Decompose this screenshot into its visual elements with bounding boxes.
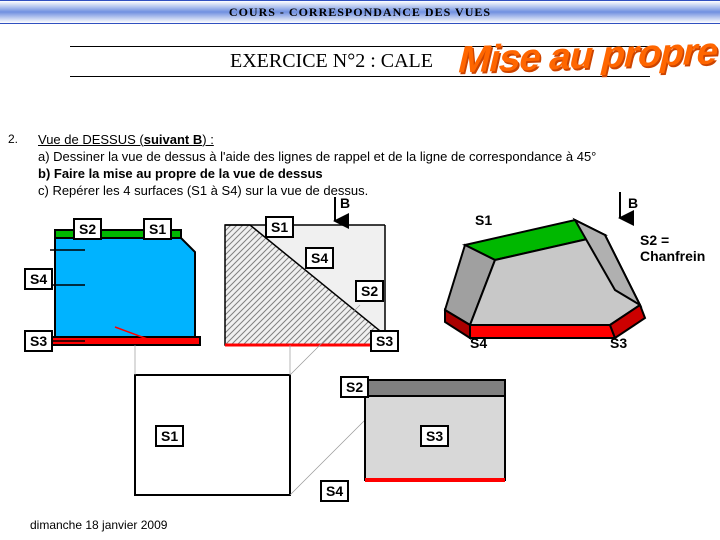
instructions-block: Vue de DESSUS (suivant B) : a) Dessiner … bbox=[38, 132, 596, 200]
front-s4-label: S4 bbox=[24, 268, 53, 290]
wordart-mise-au-propre: Mise au propre bbox=[454, 31, 720, 83]
iso-chanfrein-label: S2 = Chanfrein bbox=[640, 232, 720, 264]
side-s2-label: S2 bbox=[355, 280, 384, 302]
diagram-canvas bbox=[0, 0, 720, 540]
section-number: 2. bbox=[8, 132, 18, 146]
front-s1-label: S1 bbox=[143, 218, 172, 240]
iso-b-label: B bbox=[628, 195, 638, 211]
side-s3-label: S3 bbox=[370, 330, 399, 352]
instr-title-a: Vue de DESSUS ( bbox=[38, 132, 144, 147]
side-b-label: B bbox=[340, 195, 350, 211]
plan-s1-label: S1 bbox=[155, 425, 184, 447]
course-header-text: COURS - CORRESPONDANCE DES VUES bbox=[229, 5, 491, 19]
instr-b: b) Faire la mise au propre de la vue de … bbox=[38, 166, 323, 181]
instr-title-b: suivant B bbox=[144, 132, 203, 147]
course-header: COURS - CORRESPONDANCE DES VUES bbox=[0, 0, 720, 24]
instr-a: a) Dessiner la vue de dessus à l'aide de… bbox=[38, 149, 596, 164]
result-s4-label: S4 bbox=[320, 480, 349, 502]
exercise-title: EXERCICE N°2 : CALE bbox=[230, 50, 433, 73]
iso-s1-label: S1 bbox=[475, 212, 492, 228]
result-s2-label: S2 bbox=[340, 376, 369, 398]
iso-s3-label: S3 bbox=[610, 335, 627, 351]
side-s1-label: S1 bbox=[265, 216, 294, 238]
iso-s4-label: S4 bbox=[470, 335, 487, 351]
front-s3-label: S3 bbox=[24, 330, 53, 352]
front-s2-label: S2 bbox=[73, 218, 102, 240]
result-s3-label: S3 bbox=[420, 425, 449, 447]
side-s4-label: S4 bbox=[305, 247, 334, 269]
footer-date: dimanche 18 janvier 2009 bbox=[30, 518, 167, 532]
instr-title-c: ) : bbox=[202, 132, 214, 147]
instr-c: c) Repérer les 4 surfaces (S1 à S4) sur … bbox=[38, 183, 368, 198]
